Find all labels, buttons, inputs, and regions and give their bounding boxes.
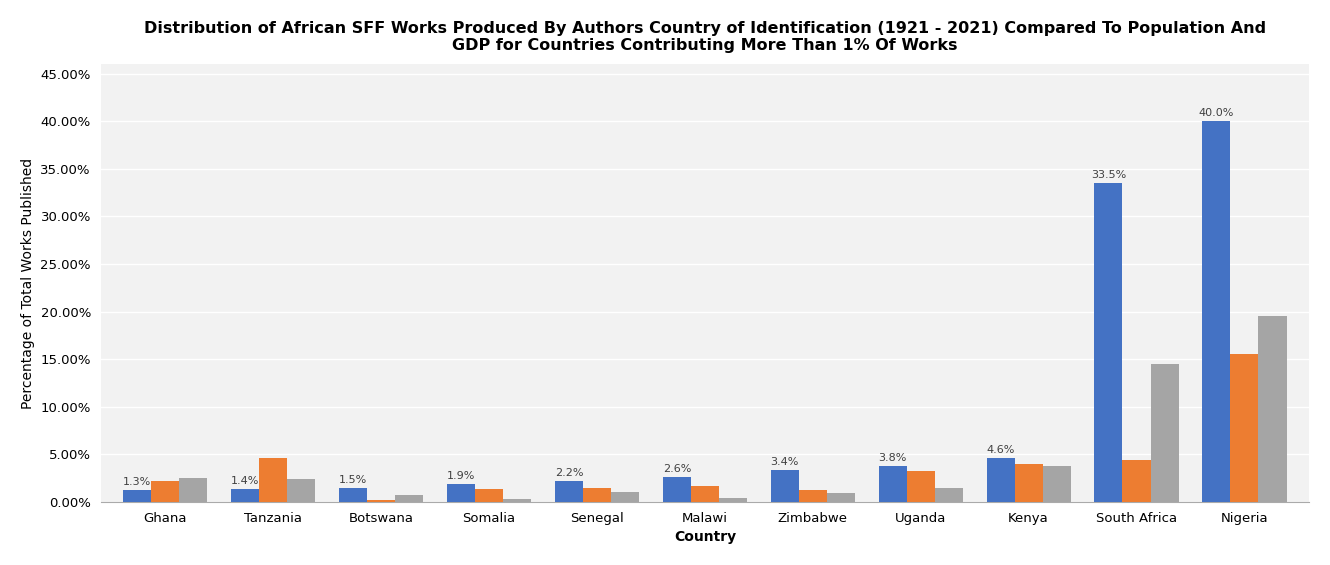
Text: 1.4%: 1.4% (231, 476, 259, 486)
Bar (907, 471, 935, 502)
Bar (1043, 466, 1071, 502)
Bar (1150, 364, 1178, 502)
Bar (720, 498, 747, 502)
Bar (799, 489, 827, 502)
Y-axis label: Percentage of Total Works Published: Percentage of Total Works Published (21, 158, 35, 408)
Bar (770, 470, 799, 502)
Bar (1230, 354, 1258, 502)
Bar (555, 481, 583, 502)
Bar (180, 478, 207, 502)
Bar (475, 489, 503, 502)
Bar (287, 479, 315, 502)
Bar (1015, 464, 1043, 502)
Bar (395, 496, 423, 502)
Title: Distribution of African SFF Works Produced By Authors Country of Identification : Distribution of African SFF Works Produc… (144, 21, 1266, 53)
Bar (339, 488, 367, 502)
Text: 3.8%: 3.8% (878, 453, 907, 463)
Bar (879, 466, 907, 502)
Bar (259, 458, 287, 502)
Bar (1202, 121, 1230, 502)
Bar (987, 458, 1015, 502)
Text: 2.6%: 2.6% (662, 464, 692, 474)
Text: 4.6%: 4.6% (987, 445, 1015, 455)
Bar (583, 488, 610, 502)
Bar (124, 489, 152, 502)
Bar (827, 493, 855, 502)
Bar (690, 486, 720, 502)
Text: 3.4%: 3.4% (770, 457, 799, 467)
Text: 1.3%: 1.3% (124, 477, 152, 486)
Bar (367, 500, 395, 502)
Text: 2.2%: 2.2% (555, 468, 583, 478)
Bar (447, 484, 475, 502)
Text: 1.5%: 1.5% (339, 475, 367, 485)
X-axis label: Country: Country (674, 530, 735, 544)
Text: 33.5%: 33.5% (1091, 170, 1127, 180)
Bar (152, 481, 180, 502)
Bar (662, 477, 690, 502)
Bar (231, 489, 259, 502)
Bar (503, 499, 531, 502)
Text: 40.0%: 40.0% (1198, 108, 1234, 118)
Bar (610, 492, 640, 502)
Bar (1258, 316, 1286, 502)
Bar (1123, 460, 1150, 502)
Bar (1095, 183, 1123, 502)
Text: 1.9%: 1.9% (447, 471, 475, 481)
Bar (935, 488, 963, 502)
